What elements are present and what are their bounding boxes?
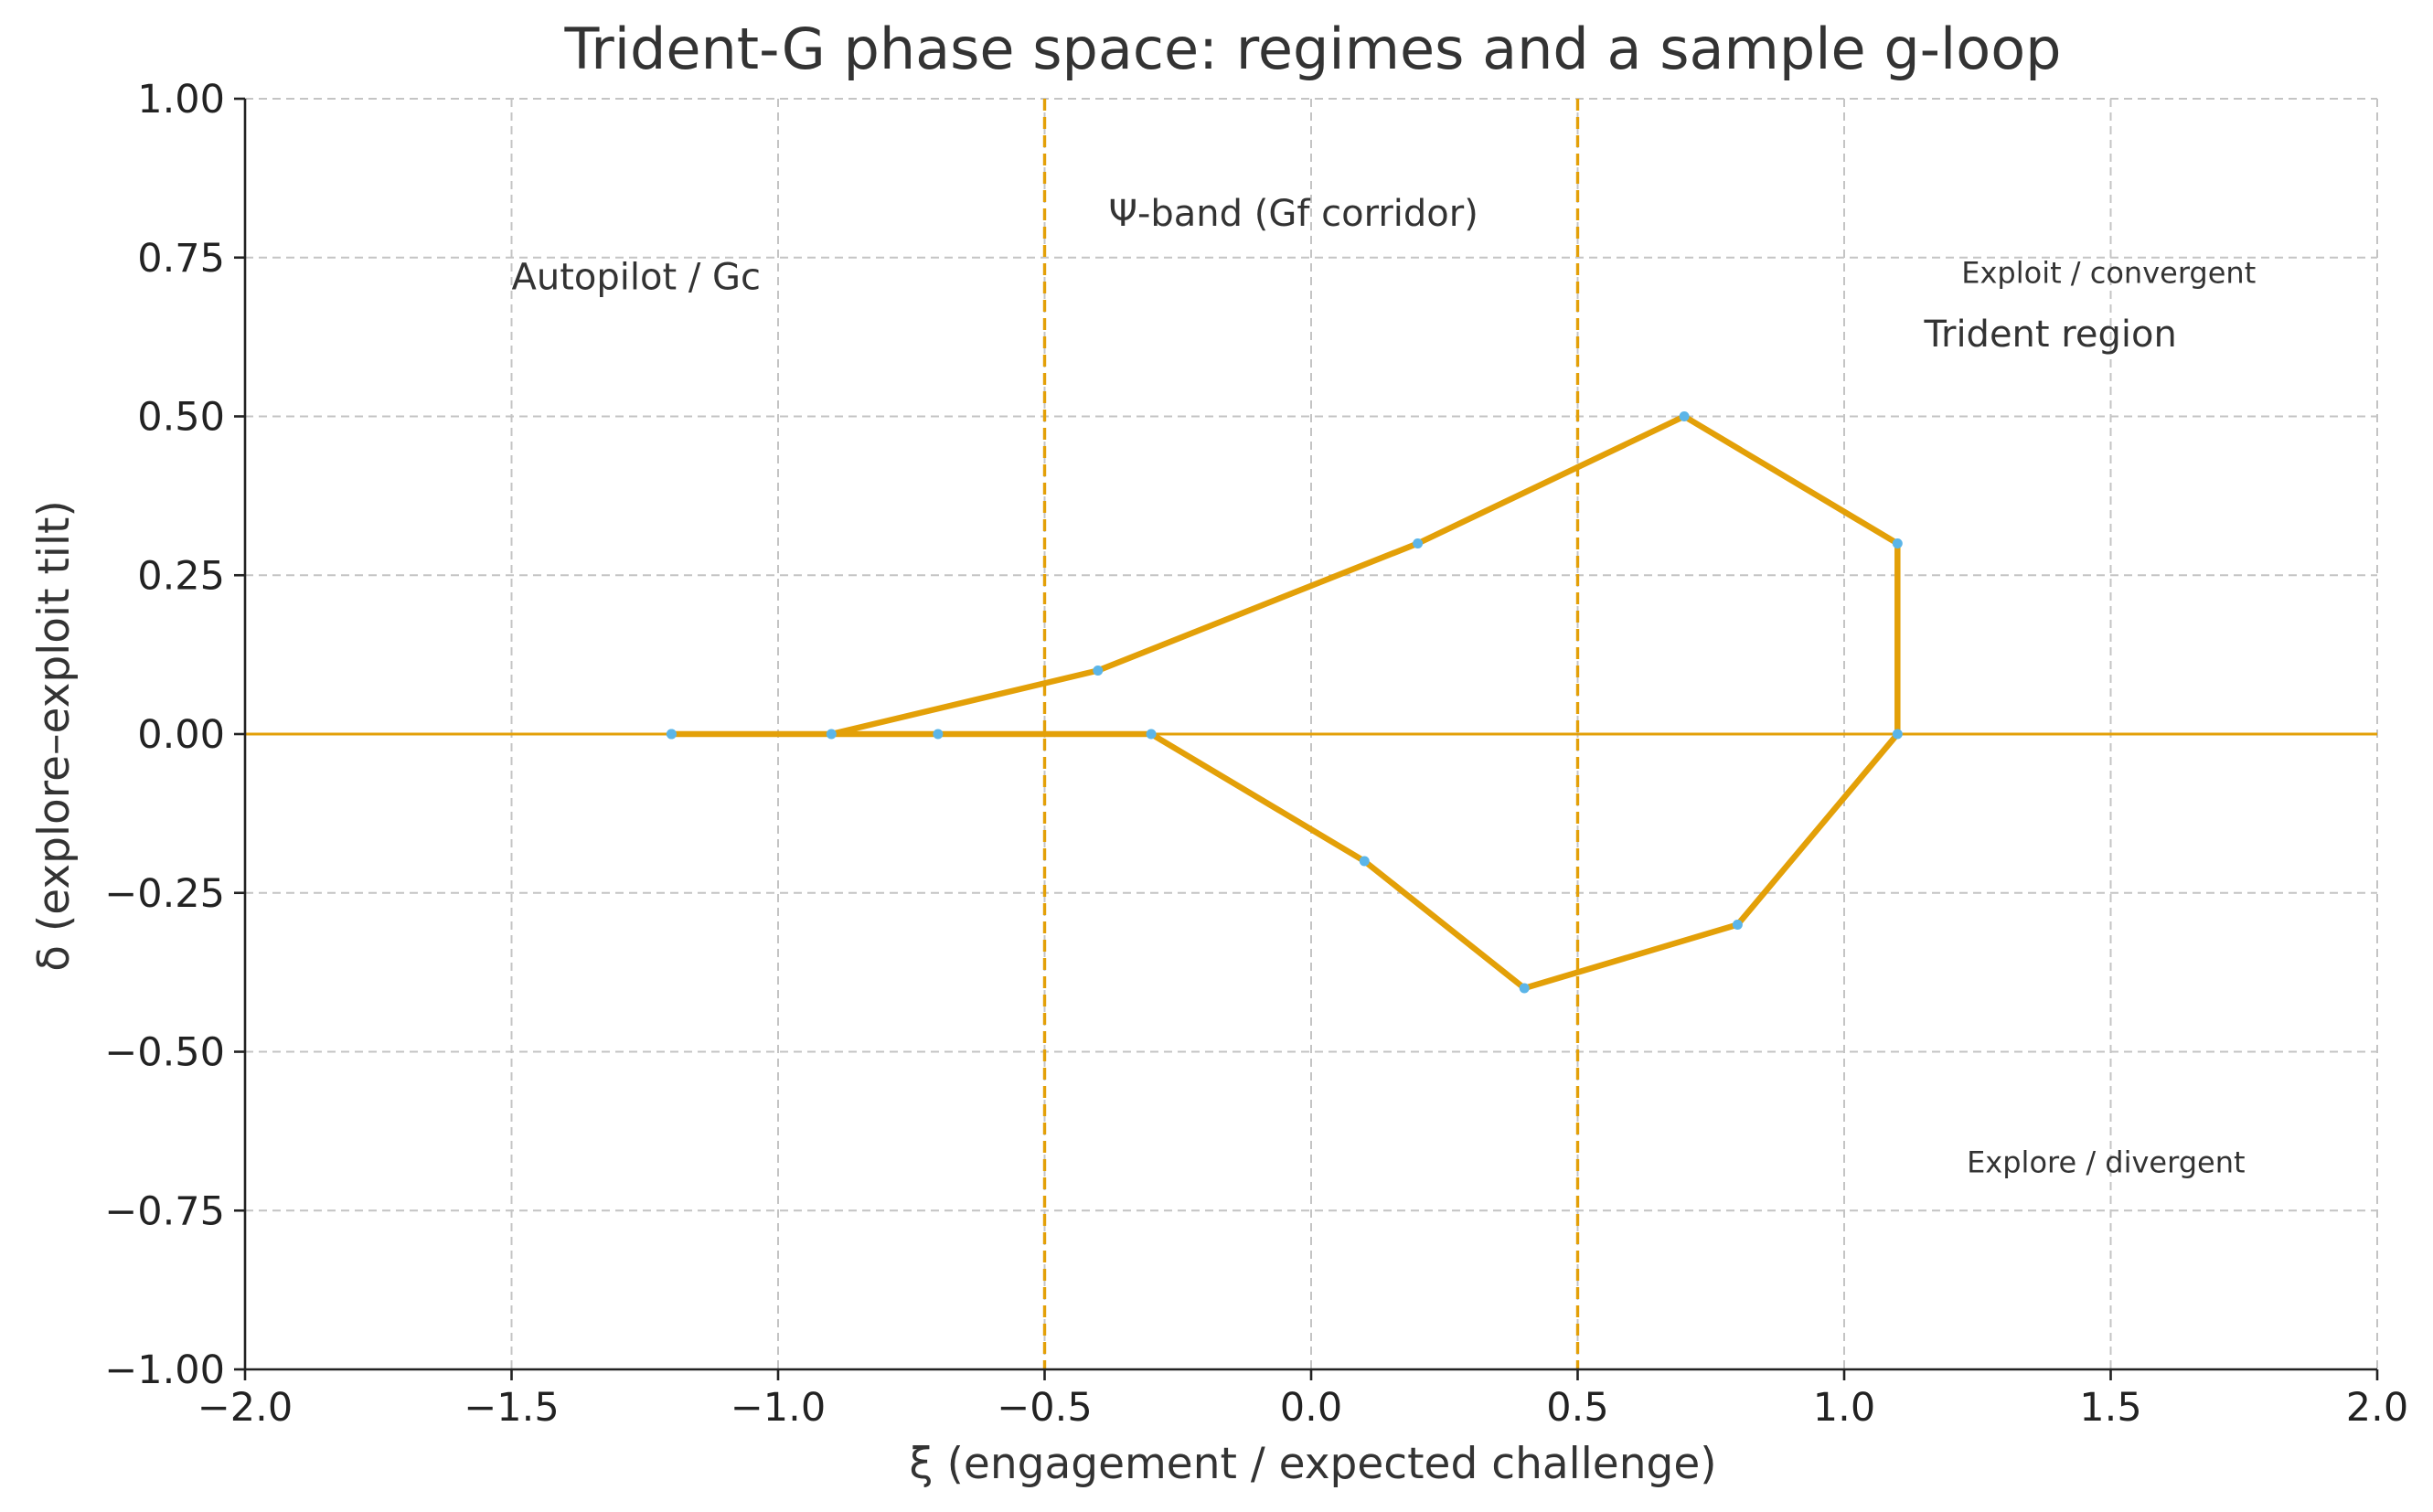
- g-loop-point: [1093, 665, 1104, 676]
- y-tick-label: 0.00: [137, 712, 225, 758]
- g-loop-point: [1359, 856, 1370, 867]
- g-loop-point: [1679, 411, 1690, 421]
- x-tick-label: 1.5: [2079, 1385, 2141, 1431]
- annotations: Ψ-band (Gf corridor) Autopilot / Gc Exploi…: [512, 193, 2257, 1180]
- annotation-label: Explore / divergent: [1967, 1145, 2245, 1180]
- y-tick-label: −1.00: [104, 1347, 225, 1393]
- g-loop-line: [668, 413, 1901, 992]
- chart-title: Trident-G phase space: regimes and a sam…: [563, 16, 2061, 82]
- y-tick-label: −0.75: [104, 1188, 225, 1234]
- y-tick-label: 0.50: [137, 395, 225, 441]
- series-layer: [666, 411, 1903, 994]
- g-loop-point: [1146, 729, 1157, 740]
- g-loop-point: [666, 729, 677, 740]
- g-loop-point: [1732, 920, 1743, 930]
- x-tick-label: −2.0: [197, 1385, 293, 1431]
- x-tick-label: 1.0: [1813, 1385, 1875, 1431]
- g-loop-point: [1413, 538, 1424, 548]
- x-tick-label: 2.0: [2346, 1385, 2408, 1431]
- annotation-label: Ψ-band (Gf corridor): [1108, 193, 1478, 235]
- y-tick-label: 1.00: [137, 77, 225, 122]
- y-tick-label: 0.25: [137, 553, 225, 599]
- g-loop-point: [1892, 729, 1903, 740]
- axes-layer: −2.0 −1.5 −1.0 −0.5 0.0 0.5 1.0 1.5 2.0 −1.00 −0.7…: [104, 77, 2408, 1431]
- annotation-label: Exploit / convergent: [1961, 256, 2256, 291]
- x-tick-label: −1.5: [464, 1385, 559, 1431]
- x-tick-label: −0.5: [997, 1385, 1092, 1431]
- reference-lines: [245, 99, 2377, 1369]
- y-tick-label: −0.50: [104, 1030, 225, 1076]
- g-loop-point: [826, 729, 837, 740]
- g-loop-point: [1519, 983, 1530, 994]
- y-tick-label: 0.75: [137, 236, 225, 282]
- annotation-label: Autopilot / Gc: [512, 257, 762, 299]
- x-axis-label: ξ (engagement / expected challenge): [909, 1439, 1716, 1489]
- y-axis-label: δ (explore–exploit tilt): [29, 500, 80, 972]
- y-tick-label: −0.25: [104, 871, 225, 917]
- g-loop-point: [1892, 538, 1903, 548]
- x-tick-label: 0.0: [1280, 1385, 1342, 1431]
- annotation-label: Trident region: [1923, 314, 2176, 356]
- x-tick-label: −1.0: [731, 1385, 826, 1431]
- x-tick-label: 0.5: [1546, 1385, 1608, 1431]
- g-loop-point: [933, 729, 944, 740]
